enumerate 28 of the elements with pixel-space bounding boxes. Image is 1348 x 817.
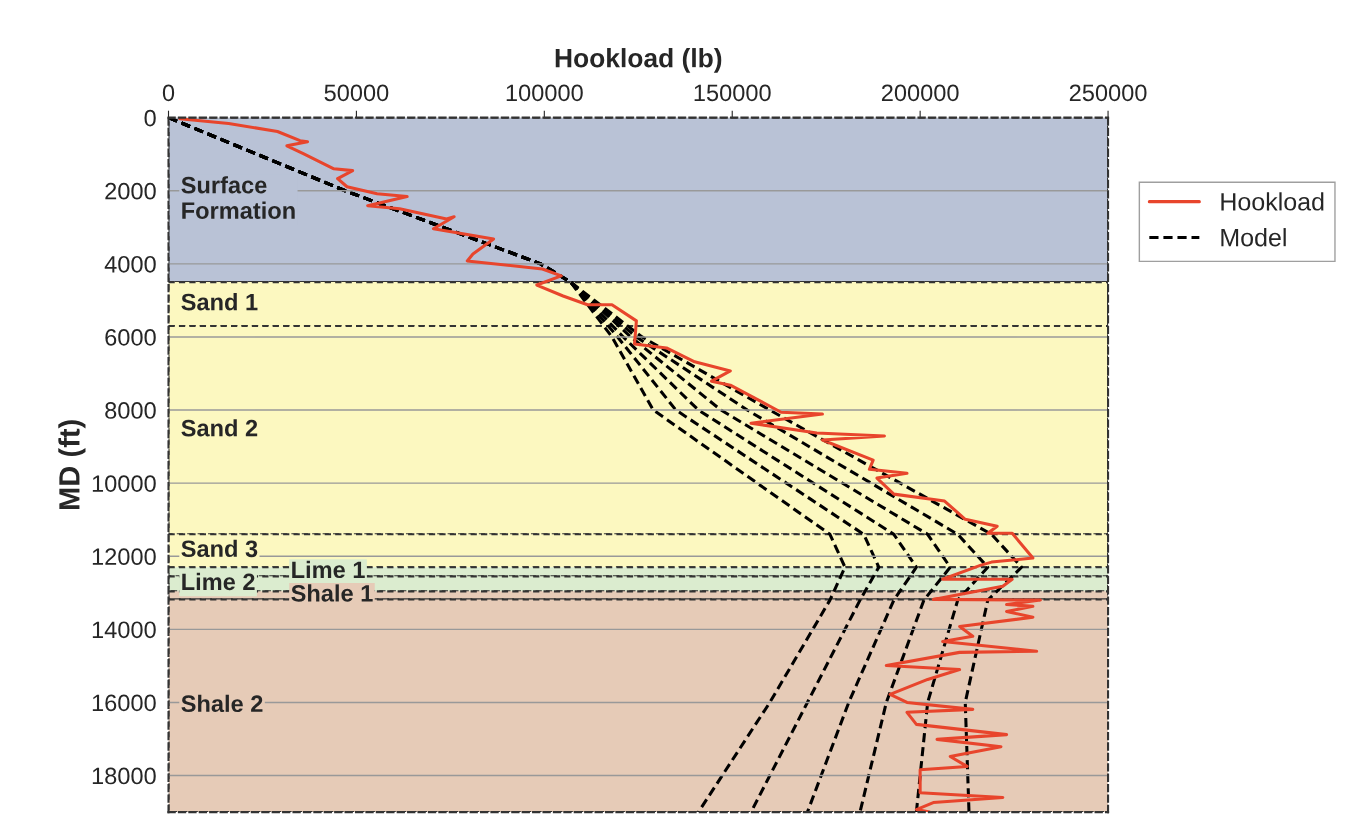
x-tick-label: 200000	[881, 84, 959, 102]
x-tick-label: 100000	[506, 84, 583, 102]
x-axis-title: Hookload (lb)	[555, 48, 722, 73]
y-tick-label: 8000	[105, 402, 156, 419]
band-label: Lime 2	[182, 572, 255, 591]
y-tick-label: 12000	[92, 548, 156, 566]
y-tick-label: 2000	[105, 182, 156, 200]
band-label: Shale 2	[181, 694, 263, 713]
band-label: Sand 1	[181, 293, 258, 311]
y-axis-title: MD (ft)	[58, 420, 86, 510]
band-label: Surface Formation	[181, 176, 295, 219]
legend-label: Hookload	[1221, 192, 1324, 211]
y-tick-label: 10000	[92, 475, 156, 492]
x-tick-label: 0	[162, 84, 175, 102]
x-tick-label: 150000	[694, 84, 771, 102]
y-tick-label: 18000	[92, 767, 156, 785]
band-label: Sand 2	[181, 419, 258, 437]
band-label: Sand 3	[181, 539, 258, 558]
band-label: Lime 1	[292, 560, 365, 579]
x-tick-label: 250000	[1069, 84, 1147, 102]
legend-label: Model	[1221, 228, 1286, 247]
y-tick-label: 0	[144, 109, 156, 127]
x-tick-label: 50000	[324, 84, 389, 102]
y-tick-label: 6000	[105, 329, 156, 346]
y-tick-label: 14000	[92, 621, 156, 639]
band-label: Shale 1	[291, 584, 373, 602]
y-tick-label: 4000	[104, 255, 156, 273]
y-tick-label: 16000	[92, 694, 156, 712]
